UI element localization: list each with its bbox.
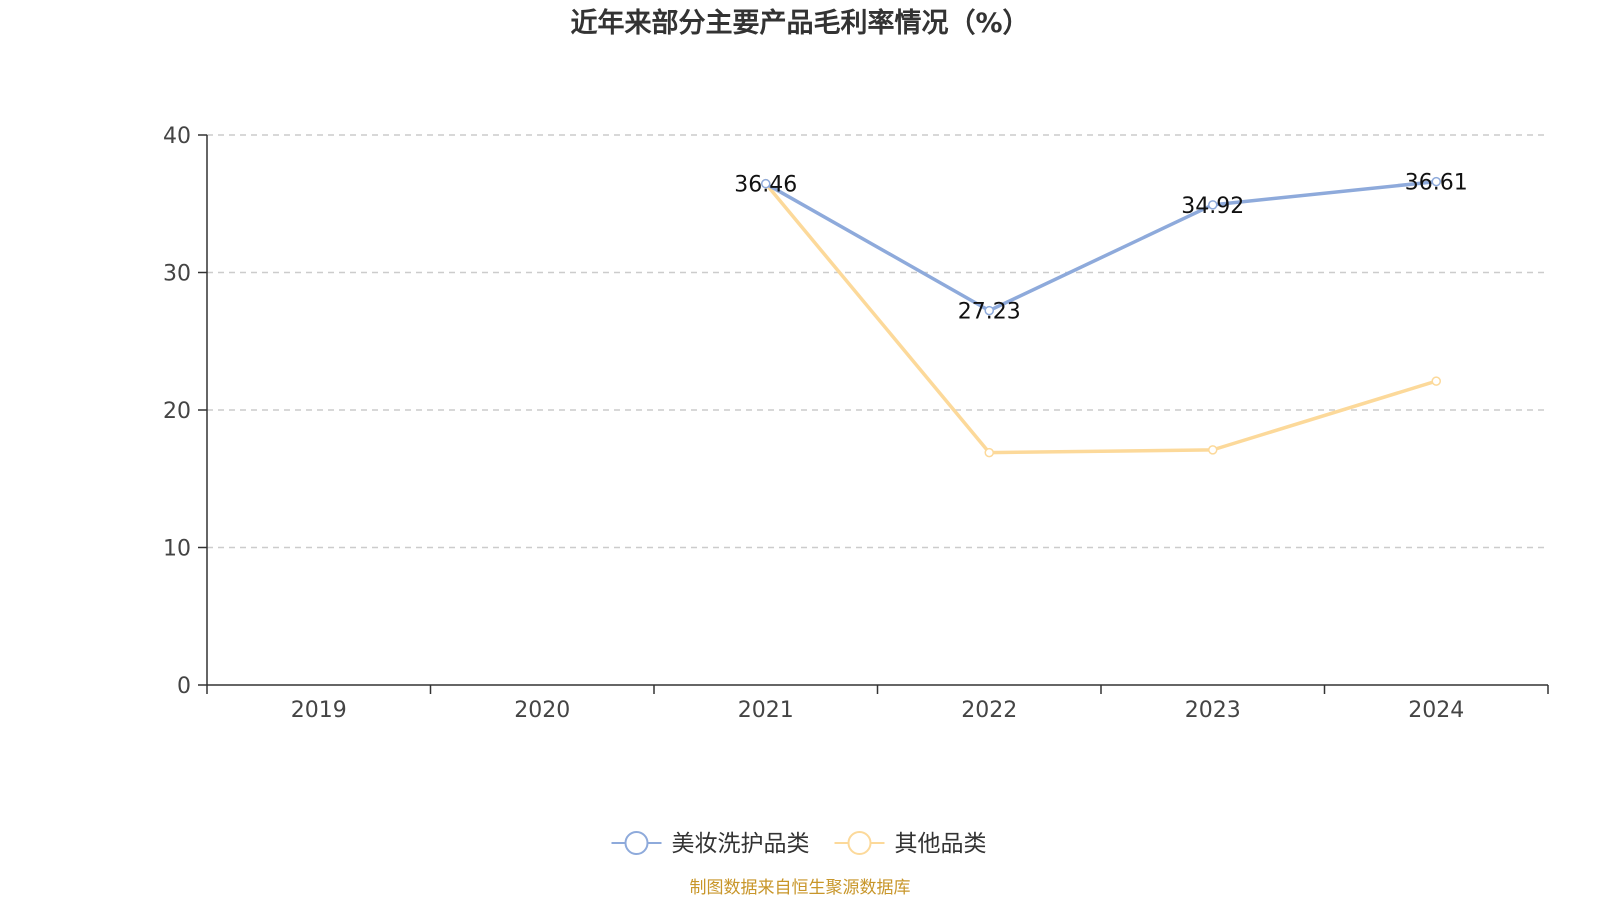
y-tick-label: 40 (163, 124, 191, 149)
data-label: 36.61 (1405, 171, 1468, 196)
data-point[interactable] (761, 178, 771, 189)
source-note: 制图数据来自恒生聚源数据库 (690, 878, 911, 898)
data-point[interactable] (1431, 176, 1441, 187)
y-tick-label: 10 (163, 537, 191, 562)
series-line (764, 182, 1437, 455)
data-label: 34.92 (1181, 194, 1244, 219)
x-tick-label: 2019 (291, 698, 347, 723)
data-label: 27.23 (958, 300, 1021, 325)
data-point[interactable] (1208, 445, 1218, 455)
series-line (764, 179, 1437, 313)
data-point[interactable] (984, 447, 994, 458)
chart-title: 近年来部分主要产品毛利率情况（%） (570, 7, 1029, 39)
data-point[interactable] (1208, 200, 1218, 210)
legend-item[interactable]: 美妆洗护品类 (611, 831, 810, 857)
x-tick-label: 2024 (1408, 698, 1464, 723)
x-tick-label: 2020 (514, 698, 570, 723)
legend[interactable]: 美妆洗护品类 其他品类 (611, 831, 987, 857)
x-tick-label: 2021 (738, 698, 794, 723)
y-tick-label: 0 (177, 674, 191, 699)
axes: 0 10 20 30 40 2019 2020 2021 2022 2023 2024 (163, 124, 1549, 723)
legend-swatch-marker (624, 831, 649, 855)
legend-swatch-marker (847, 831, 872, 855)
legend-item[interactable]: 其他品类 (834, 831, 987, 857)
y-tick-label: 30 (163, 262, 191, 287)
x-tick-label: 2022 (961, 698, 1017, 723)
series (761, 176, 1441, 458)
x-tick-label: 2023 (1185, 698, 1241, 723)
grid (207, 134, 1548, 549)
y-tick-label: 20 (163, 399, 191, 424)
data-point[interactable] (1431, 376, 1441, 386)
data-labels: 36.46 27.23 34.92 36.61 (734, 171, 1467, 325)
legend-label: 美妆洗护品类 (672, 831, 810, 857)
legend-label: 其他品类 (895, 831, 987, 857)
data-point[interactable] (984, 305, 994, 316)
data-label: 36.46 (734, 173, 797, 198)
